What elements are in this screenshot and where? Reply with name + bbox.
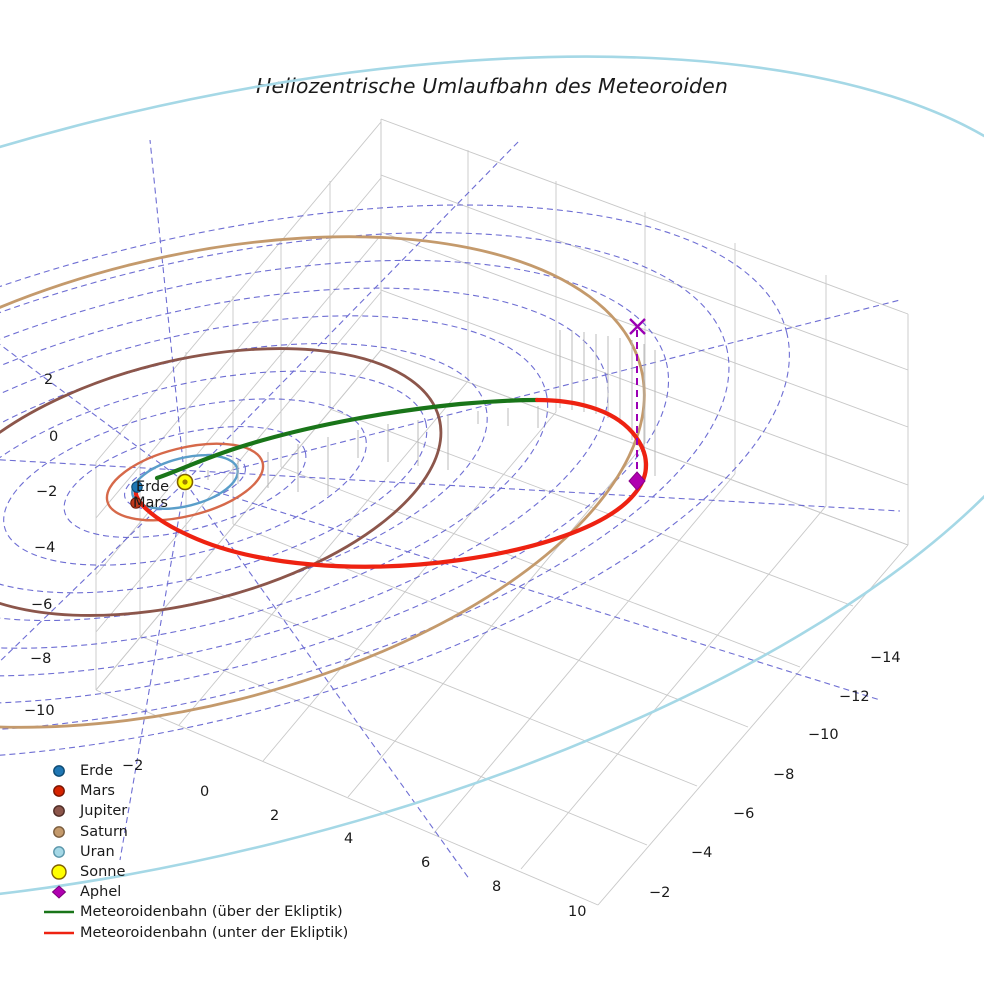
orbit-erde: [131, 454, 239, 510]
legend-item-sonne[interactable]: Sonne: [42, 862, 332, 882]
mars-point-label: Mars: [133, 495, 168, 511]
tick-label-z-left-3: −4: [34, 540, 56, 556]
tick-label-y-right-5: −12: [839, 689, 870, 705]
legend: Erde Mars Jupiter Saturn Uran Sonne Aphel Meteo…: [42, 761, 348, 943]
tick-label-x-bottom-0: −2: [122, 758, 144, 774]
sonne-marker[interactable]: [176, 473, 194, 491]
mars-marker[interactable]: [130, 497, 142, 509]
orbit-saturn: [0, 235, 646, 729]
orbit-jupiter: [0, 347, 443, 617]
legend-key-marker-circle: [42, 842, 76, 862]
tick-label-z-left-1: 0: [49, 429, 59, 445]
tick-label-z-left-2: −2: [36, 484, 58, 500]
legend-item-mars[interactable]: Mars: [42, 781, 332, 801]
page-title: Heliozentrische Umlaufbahn des Meteoroid…: [256, 74, 728, 98]
tick-label-y-right-6: −14: [870, 650, 901, 666]
legend-item-meteoroidenbahn-ber-der-ekliptik[interactable]: Meteoroidenbahn (über der Ekliptik): [42, 902, 343, 922]
legend-item-uran[interactable]: Uran: [42, 842, 332, 862]
tick-label-y-right-4: −10: [808, 727, 839, 743]
meteoroid-path-above-ecliptic: [154, 397, 540, 481]
aphel-marker[interactable]: [628, 471, 646, 491]
meteoroid-path-below-ecliptic: [133, 397, 649, 569]
tick-label-x-bottom-6: 10: [568, 904, 587, 920]
tick-label-y-right-2: −6: [733, 806, 755, 822]
tick-label-y-right-3: −8: [773, 767, 795, 783]
erde-marker[interactable]: [131, 481, 143, 493]
legend-label: Jupiter: [80, 803, 128, 820]
tick-label-y-right-1: −4: [691, 845, 713, 861]
tick-label-x-bottom-1: 0: [200, 784, 210, 800]
legend-label: Meteoroidenbahn (über der Ekliptik): [80, 904, 343, 921]
erde-point-label: Erde: [136, 479, 169, 495]
legend-item-saturn[interactable]: Saturn: [42, 822, 332, 842]
polar-reference-grid: [0, 139, 901, 881]
legend-key-line: [42, 923, 76, 943]
legend-label: Mars: [80, 783, 115, 800]
legend-key-marker-diamond: [42, 882, 76, 902]
legend-key-line: [42, 902, 76, 922]
tick-label-z-left-0: 2: [44, 372, 54, 388]
tick-label-y-right-0: −2: [649, 885, 671, 901]
tick-label-x-bottom-5: 8: [492, 879, 502, 895]
legend-label: Erde: [80, 763, 113, 780]
legend-item-jupiter[interactable]: Jupiter: [42, 801, 332, 821]
legend-item-aphel[interactable]: Aphel: [42, 882, 332, 902]
legend-label: Saturn: [80, 823, 128, 840]
legend-key-marker-circle: [42, 801, 76, 821]
legend-label: Uran: [80, 843, 115, 860]
legend-key-marker-circle: [42, 822, 76, 842]
tick-label-z-left-4: −6: [31, 597, 53, 613]
legend-key-marker-circle-large: [42, 862, 76, 882]
legend-item-meteoroidenbahn-unter-der-ekliptik[interactable]: Meteoroidenbahn (unter der Ekliptik): [42, 923, 348, 943]
orbit-mars: [105, 442, 265, 522]
tick-label-x-bottom-2: 2: [270, 808, 280, 824]
legend-label: Meteoroidenbahn (unter der Ekliptik): [80, 924, 349, 941]
legend-label: Sonne: [80, 864, 126, 881]
aphelion-projection-line: [629, 318, 646, 481]
meteoroid-drop-stems: [207, 330, 656, 496]
tick-label-x-bottom-3: 4: [344, 831, 354, 847]
legend-key-marker-circle: [42, 781, 76, 801]
legend-item-erde[interactable]: Erde: [42, 761, 332, 781]
tick-label-z-left-5: −8: [30, 651, 52, 667]
legend-label: Aphel: [80, 884, 122, 901]
tick-label-x-bottom-4: 6: [421, 855, 431, 871]
axes-left-wall-gridlines: [95, 121, 382, 691]
legend-key-marker-circle: [42, 761, 76, 781]
tick-label-z-left-6: −10: [24, 703, 55, 719]
